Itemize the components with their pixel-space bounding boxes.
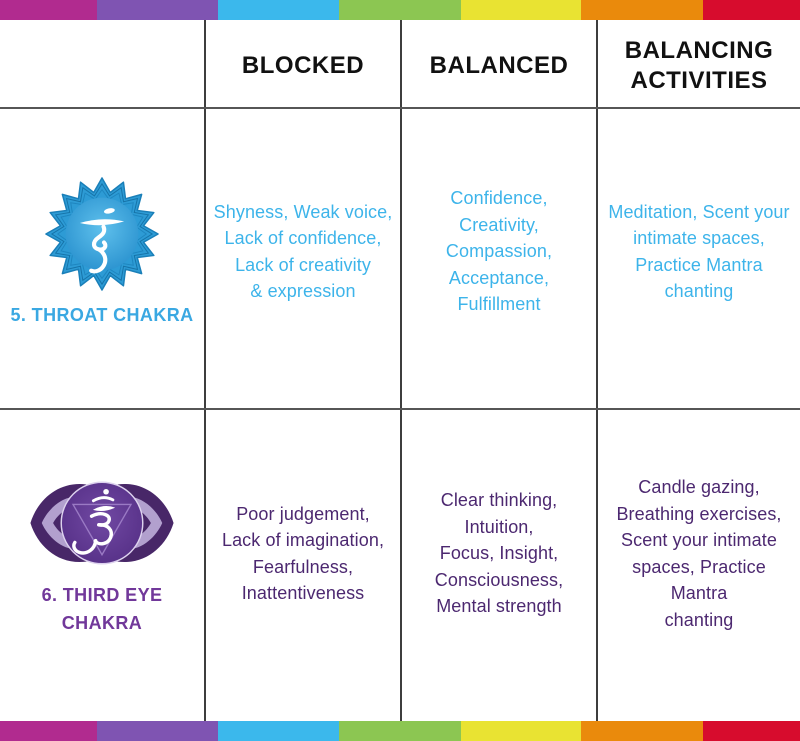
third-eye-blocked-text: Poor judgement, Lack of imagination, Fea… xyxy=(204,410,400,721)
rainbow-segment xyxy=(339,721,461,741)
header-cell-balancing-activities: BALANCING ACTIVITIES xyxy=(596,20,800,107)
chakra-table: BLOCKED BALANCED BALANCING ACTIVITIES xyxy=(0,20,800,721)
throat-blocked-text: Shyness, Weak voice, Lack of confidence,… xyxy=(204,109,400,408)
rainbow-strip-bottom xyxy=(0,721,800,741)
third-eye-chakra-icon xyxy=(30,481,174,564)
table-header-row: BLOCKED BALANCED BALANCING ACTIVITIES xyxy=(0,20,800,107)
table-row-third-eye-chakra: 6. THIRD EYE CHAKRA Poor judgement, Lack… xyxy=(0,408,800,721)
rainbow-segment xyxy=(218,0,339,20)
rainbow-segment xyxy=(461,0,581,20)
ham-seed-syllable-glyph xyxy=(79,207,125,273)
throat-chakra-label: 5. THROAT CHAKRA xyxy=(10,304,194,325)
rainbow-segment xyxy=(97,0,218,20)
throat-balanced-text: Confidence, Creativity, Compassion, Acce… xyxy=(400,109,596,408)
throat-balancing-activities-text: Meditation, Scent your intimate spaces, … xyxy=(596,109,800,408)
third-eye-chakra-cell: 6. THIRD EYE CHAKRA xyxy=(0,410,204,721)
rainbow-segment xyxy=(97,721,218,741)
third-eye-center-circle xyxy=(60,481,144,564)
throat-chakra-cell: 5. THROAT CHAKRA xyxy=(0,109,204,408)
header-cell-balanced: BALANCED xyxy=(400,20,596,107)
rainbow-segment xyxy=(218,721,339,741)
rainbow-segment xyxy=(339,0,461,20)
rainbow-segment xyxy=(461,721,581,741)
header-cell-empty xyxy=(0,20,204,107)
rainbow-segment xyxy=(581,0,703,20)
third-eye-chakra-label: 6. THIRD EYE CHAKRA xyxy=(41,584,163,633)
table-row-throat-chakra: 5. THROAT CHAKRA Shyness, Weak voice, La… xyxy=(0,107,800,408)
rainbow-segment xyxy=(703,721,800,741)
downward-triangle xyxy=(71,503,133,556)
header-cell-blocked: BLOCKED xyxy=(204,20,400,107)
rainbow-segment xyxy=(703,0,800,20)
rainbow-segment xyxy=(581,721,703,741)
rainbow-segment xyxy=(0,0,97,20)
rainbow-strip-top xyxy=(0,0,800,20)
rainbow-segment xyxy=(0,721,97,741)
throat-chakra-icon xyxy=(45,176,159,291)
om-seed-syllable-glyph xyxy=(72,488,116,555)
third-eye-balanced-text: Clear thinking, Intuition, Focus, Insigh… xyxy=(400,410,596,721)
third-eye-balancing-activities-text: Candle gazing, Breathing exercises, Scen… xyxy=(596,410,800,721)
